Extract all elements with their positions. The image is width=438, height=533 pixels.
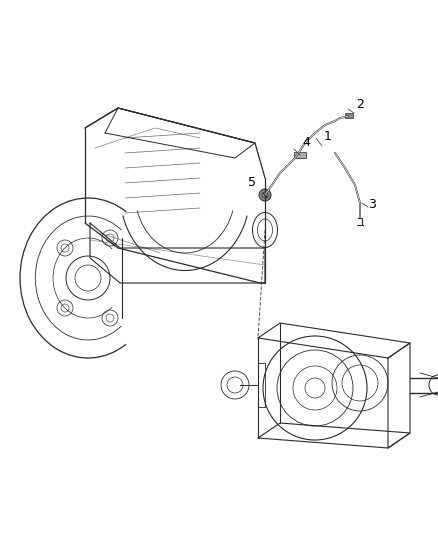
Text: 5: 5 [248,176,256,190]
Circle shape [259,189,271,201]
Bar [345,113,353,118]
Text: 3: 3 [368,198,376,212]
Bar [294,152,306,158]
Text: 2: 2 [356,99,364,111]
Text: 4: 4 [302,136,310,149]
Text: 1: 1 [324,131,332,143]
